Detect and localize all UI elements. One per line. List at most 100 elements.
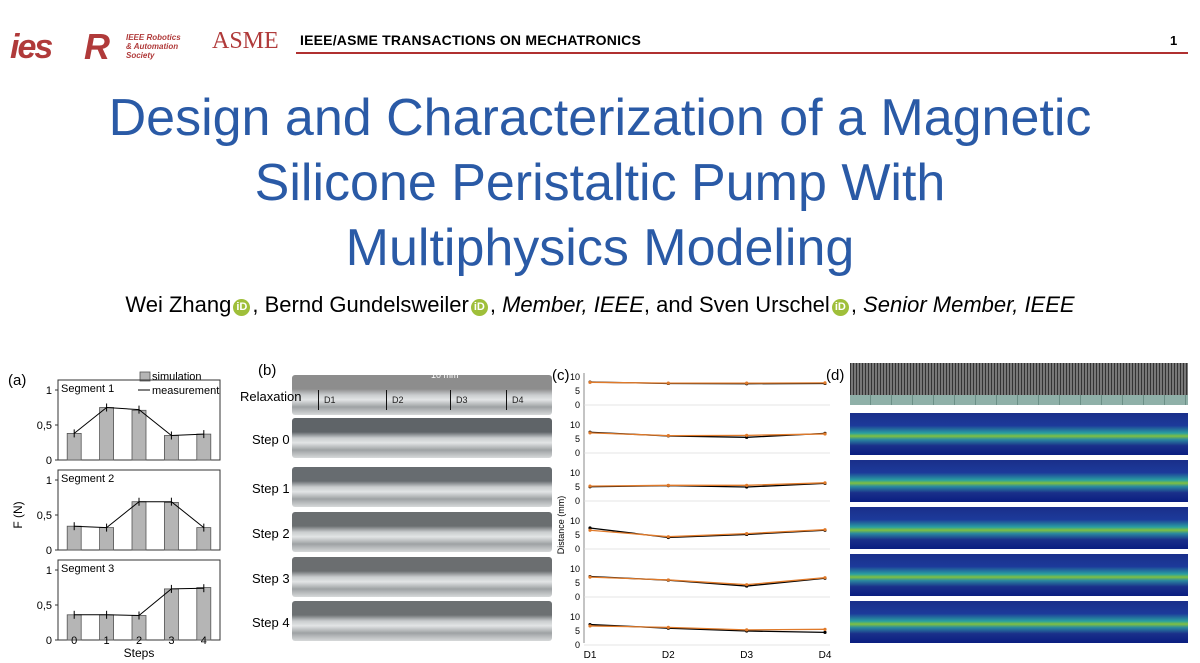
- simulation-result: [850, 413, 1188, 455]
- y-tick-label: 10: [570, 372, 580, 382]
- panel-c-chart: 0 5 10 0 5 10 0 5 10 0 5 10 0 5 10 0 5 10 D1 D2 D3 D4 Distance…: [556, 372, 832, 661]
- measurement-line: [74, 501, 205, 529]
- tube-photo: [292, 512, 552, 552]
- author-list: Wei Zhang iD, Bernd Gundelsweiler iD, Memb…: [125, 292, 1075, 317]
- y-tick-label: 10: [570, 564, 580, 574]
- bar: [131, 409, 147, 461]
- data-point: [588, 380, 592, 384]
- y-tick-label: 5: [575, 482, 580, 492]
- step-label: Step 1: [252, 481, 290, 496]
- simulation-result: [850, 554, 1188, 596]
- bar: [99, 407, 114, 461]
- x-axis-label: Steps: [124, 646, 155, 660]
- step-label: Step 3: [252, 571, 290, 586]
- page-number: 1: [1170, 33, 1178, 48]
- orcid-icon[interactable]: iD: [470, 299, 488, 316]
- tube-photo: [292, 418, 552, 458]
- data-point: [666, 381, 670, 385]
- asme-logo: ASME: [212, 28, 279, 54]
- y-axis-label: F (N): [11, 501, 25, 528]
- step-label: Step 4: [252, 615, 290, 630]
- x-tick-label: 3: [168, 635, 174, 647]
- x-tick-label: 4: [201, 635, 207, 647]
- distance-line: [589, 625, 826, 631]
- orcid-icon[interactable]: iD: [831, 299, 849, 316]
- distance-line: [589, 381, 826, 384]
- data-point: [823, 630, 827, 634]
- data-point: [588, 528, 592, 532]
- distance-line: [589, 432, 826, 437]
- distance-marker: D3: [450, 390, 468, 410]
- paper-title: Design and Characterization of a Magneti…: [108, 89, 1092, 277]
- measurement-line: [74, 587, 204, 617]
- panel-c-label: (c): [552, 367, 570, 384]
- panel-b-label: (b): [258, 362, 277, 379]
- tube-photo: [292, 375, 552, 415]
- y-tick-label: 5: [575, 530, 580, 540]
- tube-photo: [292, 557, 552, 597]
- data-point: [823, 381, 827, 385]
- y-tick-label: 1: [46, 565, 52, 577]
- y-tick-label: 0: [46, 545, 52, 557]
- data-point: [823, 627, 827, 631]
- step-label: Step 0: [252, 432, 290, 447]
- y-tick-label: 0,5: [37, 420, 52, 432]
- data-point: [666, 625, 670, 629]
- data-point: [745, 483, 749, 487]
- x-tick-label: D1: [584, 650, 597, 661]
- author-name: Bernd Gundelsweiler: [264, 292, 469, 317]
- y-tick-label: 0: [46, 455, 52, 467]
- bar: [131, 501, 147, 551]
- header-rule: [296, 52, 1188, 54]
- bar: [163, 501, 179, 551]
- tube-photo: [292, 601, 552, 641]
- x-tick-label: D4: [819, 650, 832, 661]
- y-tick-label: 5: [575, 626, 580, 636]
- measurement-line: [73, 406, 204, 437]
- x-tick-label: 1: [104, 635, 110, 647]
- y-tick-label: 10: [570, 468, 580, 478]
- author-name: Sven Urschel: [698, 292, 830, 317]
- data-point: [823, 432, 827, 436]
- data-point: [588, 624, 592, 628]
- y-tick-label: 10: [570, 516, 580, 526]
- step-label: Step 2: [252, 526, 290, 541]
- y-tick-label: 5: [575, 578, 580, 588]
- legend-label: measurement: [152, 385, 219, 397]
- x-tick-label: D2: [662, 650, 675, 661]
- distance-line: [589, 527, 826, 539]
- y-tick-label: 10: [570, 420, 580, 430]
- y-tick-label: 0,5: [37, 600, 52, 612]
- simulation-result: [850, 507, 1188, 549]
- y-tick-label: 0: [575, 496, 580, 506]
- data-point: [666, 578, 670, 582]
- y-tick-label: 0: [46, 635, 52, 647]
- y-tick-label: 0,5: [37, 510, 52, 522]
- data-point: [745, 433, 749, 437]
- author-role: Member, IEEE: [502, 292, 644, 317]
- x-tick-label: 2: [136, 635, 142, 647]
- distance-line: [589, 576, 826, 586]
- step-label: Relaxation: [240, 389, 302, 404]
- data-point: [666, 483, 670, 487]
- bar: [163, 588, 179, 641]
- subplot-title: Segment 1: [61, 383, 114, 395]
- data-point: [823, 481, 827, 485]
- orcid-icon[interactable]: iD: [233, 299, 251, 316]
- ras-logo-mark: R: [84, 26, 110, 67]
- author-name: Wei Zhang: [125, 292, 232, 317]
- data-point: [588, 484, 592, 488]
- y-tick-label: 0: [575, 592, 580, 602]
- data-point: [745, 381, 749, 385]
- panel-d-label: (d): [826, 367, 845, 384]
- simulation-result: [850, 460, 1188, 502]
- subplot-title: Segment 3: [61, 563, 114, 575]
- y-tick-label: 0: [575, 640, 580, 650]
- data-point: [588, 575, 592, 579]
- data-point: [588, 431, 592, 435]
- data-point: [823, 576, 827, 580]
- distance-line: [589, 482, 826, 487]
- data-point: [745, 583, 749, 587]
- subplot-title: Segment 2: [61, 473, 114, 485]
- y-tick-label: 0: [575, 400, 580, 410]
